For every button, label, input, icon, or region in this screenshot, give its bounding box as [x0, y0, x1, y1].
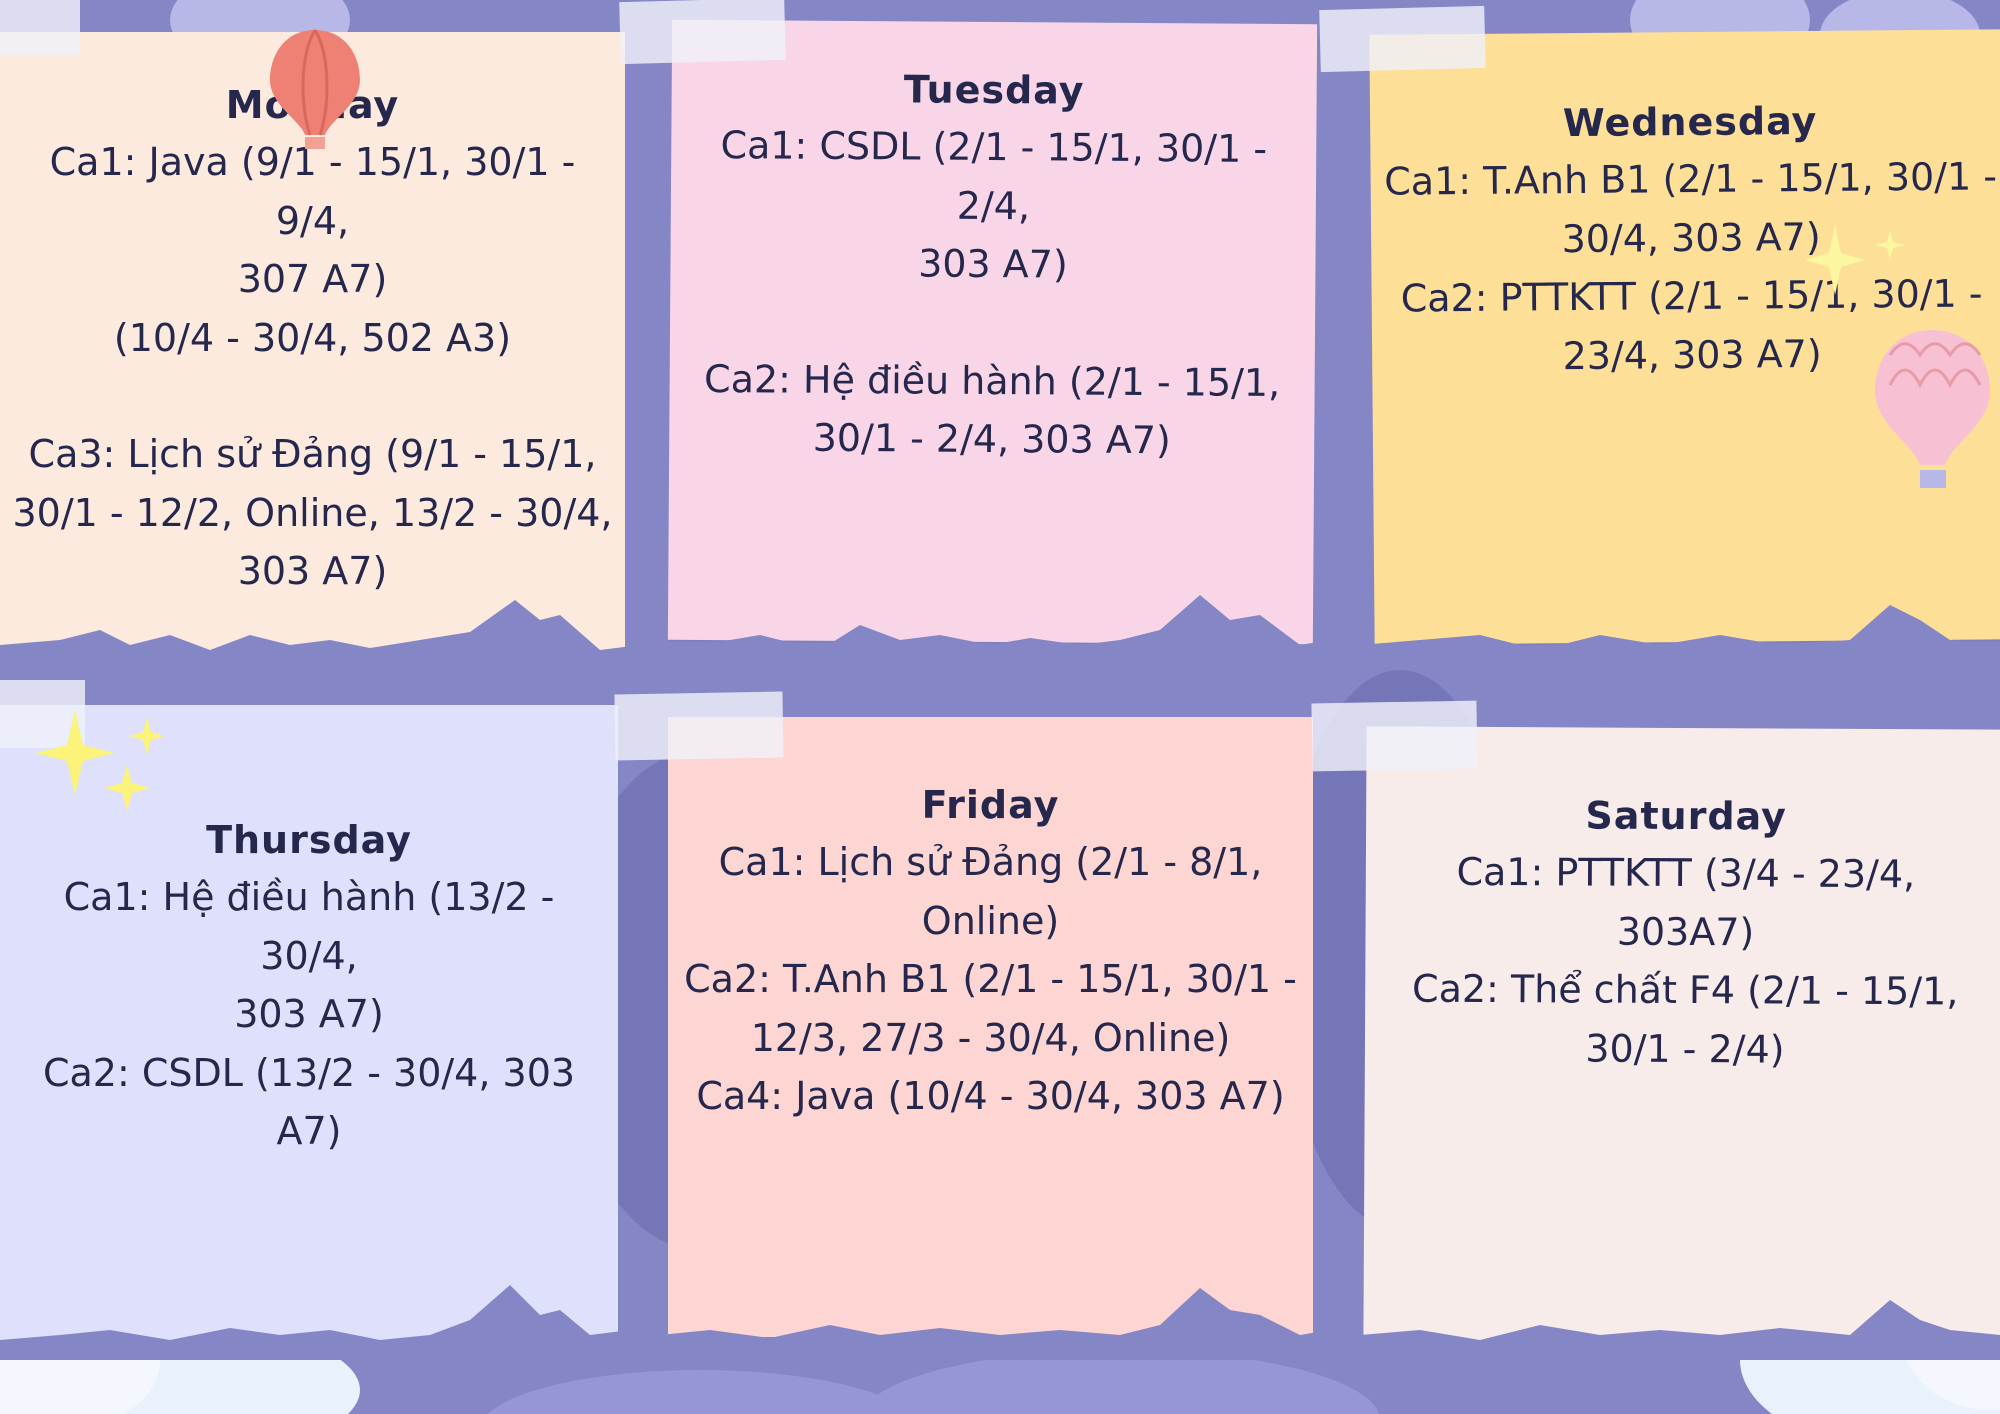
schedule-line: Ca1: CSDL (2/1 - 15/1, 30/1 - 2/4,: [720, 123, 1268, 228]
schedule-line: 12/3, 27/3 - 30/4, Online): [750, 1015, 1231, 1060]
schedule-line: Ca2: Thể chất F4 (2/1 - 15/1,: [1412, 966, 1959, 1014]
day-title: Wednesday: [1562, 98, 1818, 146]
schedule-line: 303A7): [1616, 909, 1755, 954]
tape: [619, 0, 786, 65]
schedule-line: 303 A7): [918, 241, 1068, 287]
day-title: Saturday: [1585, 793, 1787, 839]
tape: [1319, 5, 1486, 73]
schedule-line: 303 A7): [237, 549, 388, 593]
sparkle-icon: [1805, 225, 1905, 295]
schedule-line: Ca1: PTTKTT (3/4 - 23/4,: [1456, 849, 1916, 897]
schedule-line: 30/1 - 2/4): [1585, 1025, 1785, 1072]
schedule-line: Ca1: T.Anh B1 (2/1 - 15/1, 30/1 -: [1384, 154, 1998, 204]
note-tuesday: Tuesday Ca1: CSDL (2/1 - 15/1, 30/1 - 2/…: [667, 19, 1318, 645]
schedule-line: (10/4 - 30/4, 502 A3): [113, 315, 512, 360]
schedule-line: 30/4, 303 A7): [1561, 214, 1821, 261]
note-friday: Friday Ca1: Lịch sử Đảng (2/1 - 8/1, Onl…: [668, 717, 1313, 1337]
schedule-line: 23/4, 303 A7): [1562, 331, 1822, 378]
schedule-line: Ca2: CSDL (13/2 - 30/4, 303 A7): [42, 1050, 576, 1154]
hot-air-balloon-icon: [1875, 330, 1990, 488]
mountain-silhouette: [0, 595, 2000, 670]
tape: [0, 0, 80, 55]
schedule-line: Ca1: Lịch sử Đảng (2/1 - 8/1,: [718, 840, 1263, 884]
hot-air-balloon-icon: [270, 29, 360, 149]
tape: [1311, 700, 1478, 772]
schedule-line: Ca4: Java (10/4 - 30/4, 303 A7): [696, 1074, 1285, 1118]
schedule-line: Ca2: T.Anh B1 (2/1 - 15/1, 30/1 -: [684, 957, 1297, 1001]
schedule-line: 303 A7): [234, 992, 384, 1036]
note-thursday: Thursday Ca1: Hệ điều hành (13/2 - 30/4,…: [0, 705, 618, 1345]
mountain-silhouette: [0, 1285, 2000, 1360]
schedule-line: Ca1: Hệ điều hành (13/2 - 30/4,: [63, 875, 555, 978]
schedule-line: Online): [921, 898, 1060, 943]
schedule-line: 307 A7): [237, 257, 388, 301]
tape: [614, 691, 784, 761]
day-title: Thursday: [206, 818, 412, 862]
note-saturday: Saturday Ca1: PTTKTT (3/4 - 23/4, 303A7)…: [1363, 726, 2000, 1345]
schedule-line: 30/1 - 12/2, Online, 13/2 - 30/4,: [12, 490, 613, 535]
day-title: Friday: [921, 783, 1060, 827]
schedule-line: Ca2: Hệ điều hành (2/1 - 15/1,: [703, 356, 1281, 405]
schedule-line: Ca3: Lịch sử Đảng (9/1 - 15/1,: [28, 432, 597, 476]
sparkle-icon: [35, 710, 165, 811]
day-title: Tuesday: [903, 67, 1085, 113]
schedule-line: 30/1 - 2/4, 303 A7): [812, 415, 1171, 463]
